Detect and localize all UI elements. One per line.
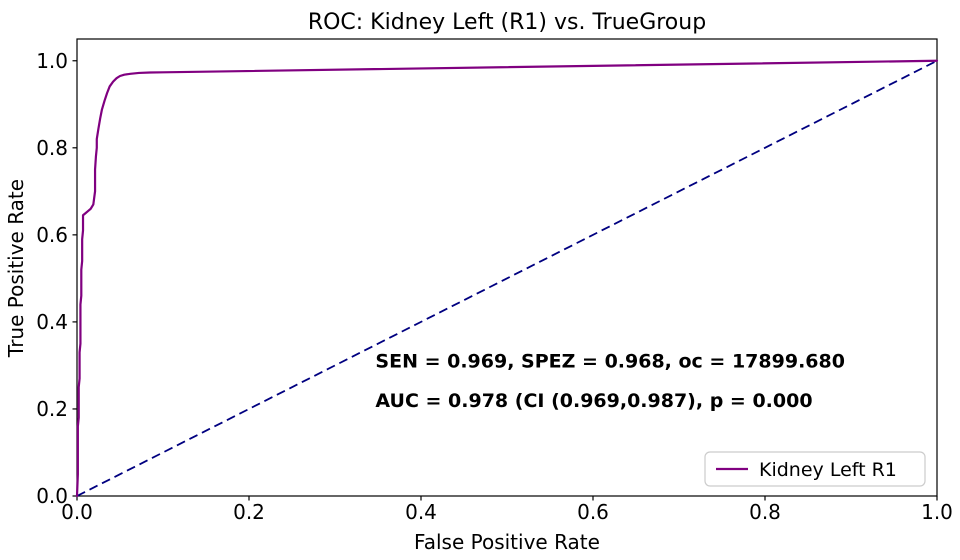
y-tick-label: 0.6 — [36, 223, 68, 247]
x-axis-ticks: 0.0 0.2 0.4 0.6 0.8 1.0 — [61, 496, 953, 524]
x-tick-label: 0.0 — [61, 500, 93, 524]
roc-curve-line — [75, 59, 939, 498]
y-tick-label: 0.0 — [36, 484, 68, 508]
legend-label: Kidney Left R1 — [759, 459, 897, 481]
annotation-auc: AUC = 0.978 (CI (0.969,0.987), p = 0.000 — [375, 390, 812, 412]
x-axis-label: False Positive Rate — [414, 530, 600, 554]
y-axis-label: True Positive Rate — [4, 179, 28, 358]
annotation-sen-spez: SEN = 0.969, SPEZ = 0.968, oc = 17899.68… — [375, 351, 845, 373]
legend-box — [704, 451, 926, 487]
y-tick-label: 0.8 — [36, 136, 68, 160]
y-tick-label: 1.0 — [36, 49, 68, 73]
y-tick-label: 0.4 — [36, 310, 68, 334]
x-tick-label: 1.0 — [921, 500, 953, 524]
x-tick-label: 0.4 — [405, 500, 437, 524]
x-tick-label: 0.2 — [233, 500, 265, 524]
plot-frame — [76, 38, 938, 497]
chart-title: ROC: Kidney Left (R1) vs. TrueGroup — [308, 10, 706, 35]
legend: Kidney Left R1 — [704, 451, 926, 487]
x-tick-label: 0.6 — [577, 500, 609, 524]
x-tick-label: 0.8 — [749, 500, 781, 524]
y-axis-ticks: 0.0 0.2 0.4 0.6 0.8 1.0 — [36, 49, 77, 508]
y-tick-label: 0.2 — [36, 397, 68, 421]
chance-diagonal-line — [76, 59, 938, 497]
